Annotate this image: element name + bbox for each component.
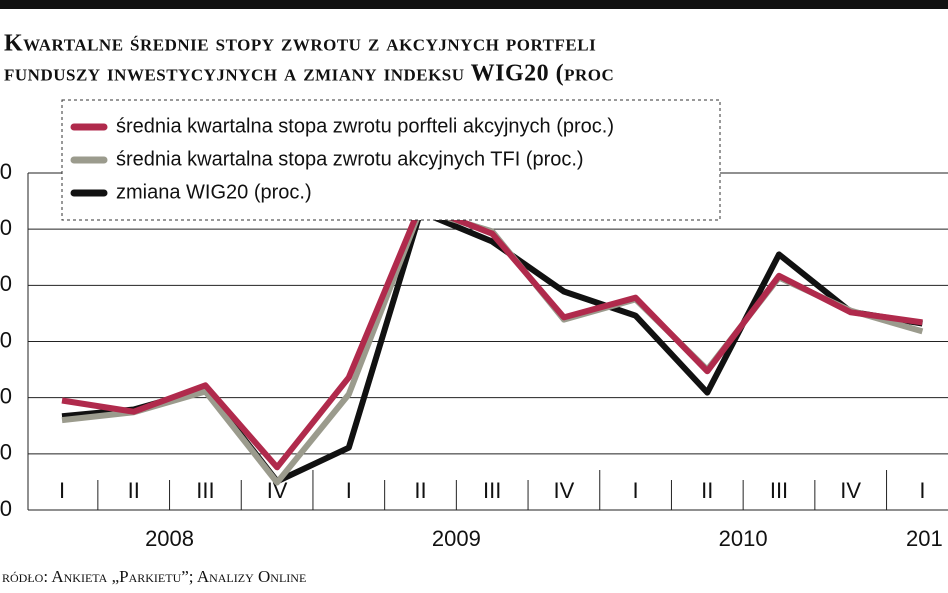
x-tick-label: I: [633, 478, 639, 503]
legend-label: zmiana WIG20 (proc.): [116, 181, 312, 203]
y-tick-label: 0: [0, 440, 12, 465]
chart-subtitle: funduszy inwestycyjnych a zmiany indeksu…: [4, 61, 614, 87]
chart-title: Kwartalne średnie stopy zwrotu z akcyjny…: [4, 31, 596, 57]
x-tick-label: IV: [554, 478, 575, 503]
legend-label: średnia kwartalna stopa zwrotu porfteli …: [116, 115, 614, 137]
y-tick-label: 0: [0, 271, 12, 296]
legend-box: [61, 99, 721, 221]
y-tick-label: 0: [0, 496, 12, 521]
x-tick-label: II: [128, 478, 140, 503]
x-tick-label: IV: [267, 478, 288, 503]
legend-label: średnia kwartalna stopa zwrotu akcyjnych…: [116, 148, 584, 170]
y-tick-label: 0: [0, 159, 12, 184]
year-label: 2008: [145, 526, 194, 551]
series-line: [61, 202, 923, 471]
y-tick-label: 0: [0, 215, 12, 240]
year-label: 2010: [719, 526, 768, 551]
year-label: 2009: [432, 526, 481, 551]
y-tick-label: 0: [0, 327, 12, 352]
x-tick-label: II: [414, 478, 426, 503]
y-tick-label: 0: [0, 383, 12, 408]
year-label: 201: [906, 526, 943, 551]
top-bar: [0, 0, 948, 9]
x-tick-label: III: [483, 478, 501, 503]
series-line: [61, 208, 923, 485]
source: ródło: Ankieta „Parkietu”; Analizy Onlin…: [2, 567, 306, 586]
x-tick-label: III: [196, 478, 214, 503]
x-tick-label: III: [770, 478, 788, 503]
x-tick-label: IV: [840, 478, 861, 503]
x-tick-label: I: [919, 478, 925, 503]
x-tick-label: II: [701, 478, 713, 503]
x-tick-label: I: [59, 478, 65, 503]
x-tick-label: I: [346, 478, 352, 503]
series-line: [61, 206, 924, 486]
